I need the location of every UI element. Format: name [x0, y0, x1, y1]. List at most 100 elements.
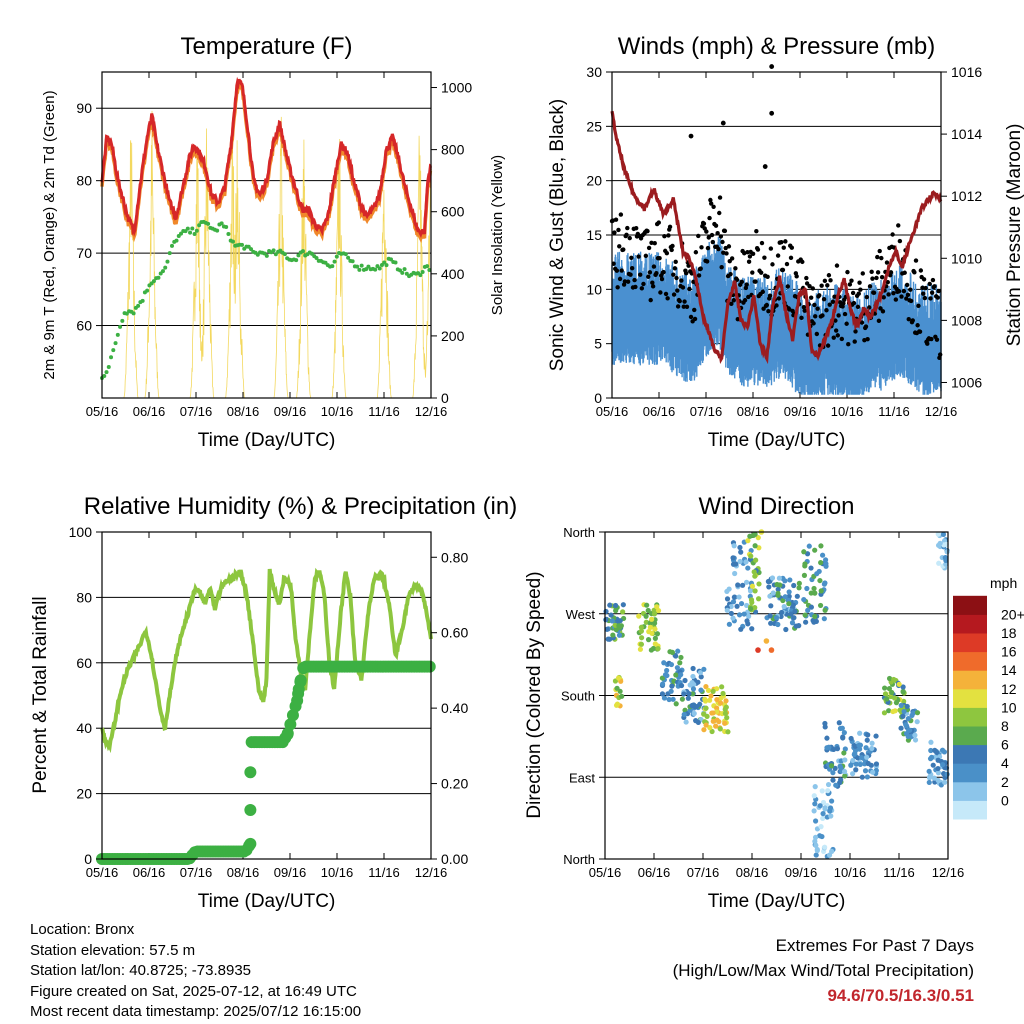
- pressure-line: [610, 110, 943, 365]
- colorbar-label: 6: [1001, 737, 1009, 753]
- gust-point: [835, 333, 840, 338]
- precip-point: [291, 694, 304, 707]
- y-tick-label: 70: [76, 245, 92, 261]
- direction-point: [825, 781, 832, 788]
- gust-point: [654, 270, 659, 276]
- gust-point: [833, 318, 838, 323]
- x-tick-label: 07/16: [687, 865, 720, 880]
- gust-point: [810, 286, 815, 291]
- dewpoint-point: [296, 253, 301, 258]
- gust-point: [785, 284, 790, 289]
- dewpoint-point: [188, 230, 193, 235]
- gust-point: [856, 291, 861, 296]
- gust-point: [726, 244, 732, 249]
- gust-point: [828, 278, 833, 283]
- direction-point: [886, 686, 893, 692]
- direction-point: [691, 710, 697, 717]
- direction-point: [903, 730, 910, 737]
- direction-point: [751, 569, 757, 575]
- gust-point: [893, 297, 899, 302]
- gust-point: [717, 195, 723, 200]
- dewpoint-point: [355, 264, 360, 269]
- direction-point: [813, 618, 819, 624]
- gust-point: [681, 304, 686, 309]
- direction-point: [722, 720, 728, 726]
- chart-title: Relative Humidity (%) & Precipitation (i…: [84, 493, 517, 520]
- y2-axis-label: Solar Insolation (Yellow): [489, 155, 506, 315]
- direction-point: [822, 557, 829, 563]
- dewpoint-point: [160, 269, 165, 274]
- y-tick-label: North: [563, 525, 595, 540]
- gust-point: [870, 276, 875, 281]
- direction-point: [837, 780, 843, 786]
- direction-point: [900, 684, 906, 690]
- gust-point: [659, 276, 665, 282]
- gust-point: [649, 240, 654, 245]
- direction-point: [720, 690, 726, 697]
- direction-point: [730, 615, 736, 621]
- gust-point: [760, 289, 765, 295]
- x-tick-label: 08/16: [737, 404, 770, 419]
- gust-point: [925, 341, 930, 346]
- gust-point: [827, 302, 832, 307]
- gust-point: [879, 255, 884, 261]
- gust-point: [800, 259, 805, 265]
- direction-point: [690, 665, 696, 672]
- direction-point: [914, 719, 920, 725]
- direction-point: [928, 747, 934, 754]
- dewpoint-point: [197, 223, 202, 228]
- direction-point: [889, 689, 895, 696]
- direction-point: [811, 585, 817, 592]
- direction-point: [659, 681, 666, 687]
- direction-point: [655, 608, 662, 614]
- dewpoint-point: [174, 238, 179, 243]
- direction-point: [649, 616, 655, 622]
- gust-point: [937, 352, 943, 357]
- direction-point: [604, 626, 610, 632]
- direction-point: [903, 722, 909, 728]
- gust-point: [877, 248, 882, 254]
- x-tick-label: 09/16: [784, 404, 817, 419]
- direction-point: [614, 701, 621, 707]
- dewpoint-point: [185, 226, 190, 231]
- gust-point: [913, 258, 919, 263]
- direction-point: [838, 764, 844, 771]
- direction-point: [827, 808, 833, 814]
- plot-frame: [101, 71, 432, 399]
- direction-point: [848, 762, 854, 768]
- dewpoint-point: [192, 232, 197, 237]
- gust-point: [794, 274, 799, 279]
- direction-point: [782, 594, 788, 600]
- direction-point: [940, 531, 947, 537]
- elevation-text: Station elevation: 57.5 m: [30, 941, 196, 959]
- extremes-values: 94.6/70.5/16.3/0.51: [827, 986, 974, 1005]
- gust-point: [718, 234, 724, 239]
- direction-point: [668, 688, 674, 694]
- direction-point: [710, 688, 716, 694]
- gust-point: [847, 282, 853, 287]
- gust-point: [709, 232, 715, 238]
- gust-point: [658, 290, 663, 295]
- gust-point: [888, 270, 894, 275]
- gust-point: [789, 245, 795, 250]
- gust-point: [905, 292, 911, 298]
- y-tick-label: 80: [76, 173, 92, 189]
- gust-point: [766, 309, 771, 314]
- gust-point: [853, 329, 858, 334]
- direction-point: [661, 695, 668, 701]
- gust-point: [621, 247, 626, 252]
- dewpoint-point: [136, 303, 141, 308]
- x-tick-label: 10/16: [321, 404, 354, 419]
- direction-point: [786, 601, 792, 607]
- direction-point: [788, 611, 794, 617]
- direction-point: [905, 737, 912, 743]
- direction-point: [777, 582, 783, 588]
- direction-point: [822, 844, 828, 850]
- y2-tick-label: 1014: [951, 126, 982, 142]
- direction-point: [783, 626, 789, 633]
- direction-point: [768, 647, 775, 653]
- y-tick-label: 60: [76, 655, 92, 671]
- chart-title: Wind Direction: [698, 493, 854, 520]
- gust-point: [855, 304, 861, 310]
- direction-point: [782, 578, 788, 584]
